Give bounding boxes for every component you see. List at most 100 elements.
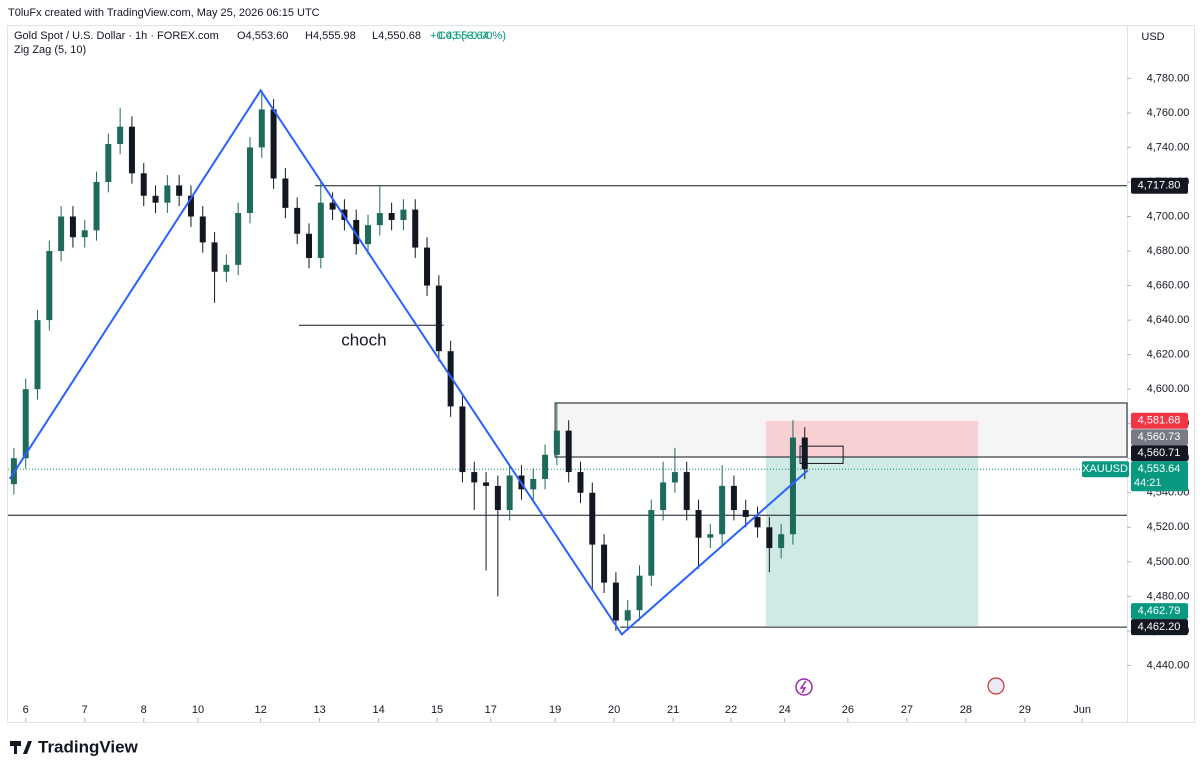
x-tick-label: 15 bbox=[431, 704, 443, 716]
candle-body bbox=[258, 109, 265, 148]
candle-body bbox=[553, 430, 560, 455]
candle-body bbox=[34, 320, 41, 390]
y-tick-label: 4,600.00 bbox=[1147, 383, 1190, 395]
price-badge bbox=[1131, 619, 1188, 636]
candle-body bbox=[211, 242, 218, 272]
y-tick-label: 4,660.00 bbox=[1147, 279, 1190, 291]
y-tick-label: 4,520.00 bbox=[1147, 521, 1190, 533]
y-tick-label: 4,780.00 bbox=[1147, 72, 1190, 84]
candle-body bbox=[601, 544, 608, 583]
candle-body bbox=[565, 430, 572, 473]
zone bbox=[799, 445, 844, 464]
candle-body bbox=[81, 230, 88, 238]
x-tick-label: 29 bbox=[1019, 704, 1031, 716]
candle-body bbox=[282, 178, 289, 208]
zone bbox=[765, 420, 979, 458]
open: O4,553.60 bbox=[237, 30, 288, 42]
candle-body bbox=[766, 527, 773, 549]
candle-body bbox=[317, 202, 324, 258]
logo-icon bbox=[10, 741, 32, 754]
candle-body bbox=[22, 389, 29, 459]
candle-body bbox=[305, 233, 312, 258]
candle-body bbox=[341, 209, 348, 220]
candle-body bbox=[105, 143, 112, 182]
price-badge bbox=[1131, 412, 1188, 429]
candle-body bbox=[246, 147, 253, 214]
candle-body bbox=[412, 209, 419, 248]
y-tick-label: 4,640.00 bbox=[1147, 314, 1190, 326]
candle-body bbox=[660, 482, 667, 511]
price-badge-label: 4,462.79 bbox=[1138, 605, 1181, 617]
candle-body bbox=[778, 534, 785, 549]
price-badge bbox=[1131, 177, 1188, 194]
candle-body bbox=[223, 264, 230, 272]
low: L4,550.68 bbox=[372, 30, 421, 42]
x-tick-label: 12 bbox=[254, 704, 266, 716]
x-tick-label: 26 bbox=[842, 704, 854, 716]
candle-body bbox=[376, 213, 383, 226]
candle-body bbox=[388, 213, 395, 220]
event-icon[interactable] bbox=[795, 678, 813, 696]
candle-body bbox=[435, 285, 442, 352]
x-tick-label: 28 bbox=[960, 704, 972, 716]
candle-body bbox=[117, 126, 124, 144]
candle-body bbox=[542, 454, 549, 479]
candle-body bbox=[187, 195, 194, 217]
symbol: Gold Spot / U.S. Dollar · 1h · FOREX.com bbox=[14, 30, 219, 42]
countdown: 44:21 bbox=[1134, 477, 1162, 489]
y-tick-label: 4,440.00 bbox=[1147, 659, 1190, 671]
candle-body bbox=[235, 213, 242, 265]
brand: TradingView bbox=[38, 737, 139, 756]
price-badge-label: 4,581.68 bbox=[1138, 415, 1181, 427]
candle-body bbox=[494, 485, 501, 511]
candle-body bbox=[459, 406, 466, 473]
x-tick-label: 14 bbox=[373, 704, 385, 716]
x-tick-label: 7 bbox=[82, 704, 88, 716]
candle-body bbox=[624, 610, 631, 621]
event-icon bbox=[799, 680, 807, 694]
y-tick-label: 4,700.00 bbox=[1147, 210, 1190, 222]
candle-body bbox=[365, 225, 372, 245]
zigzag bbox=[8, 88, 809, 636]
candle-body bbox=[58, 216, 65, 252]
y-tick-label: 4,760.00 bbox=[1147, 107, 1190, 119]
candle-body bbox=[176, 185, 183, 196]
price-badge-label: 4,462.20 bbox=[1138, 621, 1181, 633]
price-badge bbox=[1131, 445, 1188, 462]
candle-body bbox=[424, 247, 431, 286]
event-icon[interactable] bbox=[987, 677, 1005, 695]
x-tick-label: 8 bbox=[141, 704, 147, 716]
candle-body bbox=[140, 173, 147, 196]
currency[interactable]: USD bbox=[1141, 31, 1164, 43]
price-badge-label: 4,717.80 bbox=[1138, 180, 1181, 192]
x-tick-label: 10 bbox=[192, 704, 204, 716]
candle-body bbox=[695, 510, 702, 538]
y-tick-label: 4,740.00 bbox=[1147, 141, 1190, 153]
candle-body bbox=[471, 472, 478, 483]
price-badge-label: 4,560.71 bbox=[1138, 447, 1181, 459]
candle-body bbox=[270, 109, 277, 179]
y-tick-label: 4,620.00 bbox=[1147, 349, 1190, 361]
price-badge bbox=[1131, 461, 1188, 492]
close: C4,553.64 bbox=[438, 30, 489, 42]
change: +0.03 (+0.00%) bbox=[430, 30, 506, 42]
x-tick-label: 24 bbox=[779, 704, 791, 716]
x-tick-label: 17 bbox=[485, 704, 497, 716]
x-tick-label: 20 bbox=[608, 704, 620, 716]
y-tick-label: 4,680.00 bbox=[1147, 245, 1190, 257]
candle-body bbox=[128, 126, 135, 174]
x-tick-label: 22 bbox=[725, 704, 737, 716]
candle-body bbox=[683, 472, 690, 511]
candle-body bbox=[447, 351, 454, 407]
candle-body bbox=[577, 472, 584, 493]
candle-body bbox=[589, 492, 596, 545]
candle-body bbox=[199, 216, 206, 243]
candle-body bbox=[294, 207, 301, 234]
candle-body bbox=[612, 582, 619, 621]
x-tick-label: Jun bbox=[1073, 704, 1091, 716]
candle-body bbox=[671, 472, 678, 483]
indicator: Zig Zag (5, 10) bbox=[14, 44, 86, 56]
